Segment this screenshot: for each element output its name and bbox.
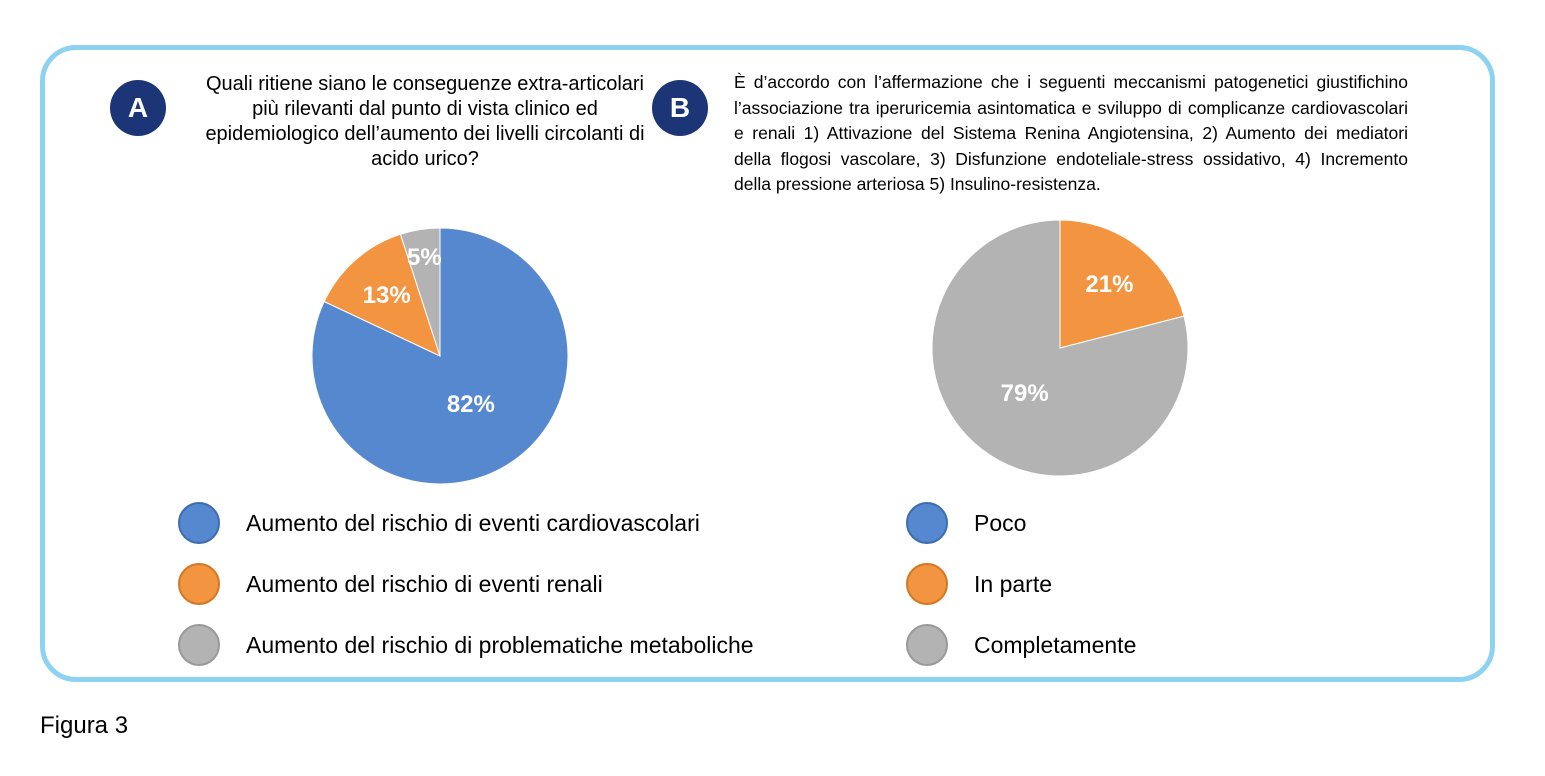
legend-item: Aumento del rischio di eventi cardiovasc… [178, 500, 700, 546]
legend-item: Aumento del rischio di eventi renali [178, 561, 603, 607]
legend-swatch [178, 563, 220, 605]
pie-b-slice-2 [1059, 219, 1185, 349]
figure-frame [40, 45, 1495, 682]
legend-b: Poco In parte Completamente [906, 500, 1226, 670]
legend-item: Completamente [906, 622, 1136, 668]
legend-label: In parte [974, 570, 1052, 597]
legend-swatch [178, 624, 220, 666]
pie-b-data-label-2: 21% [1085, 271, 1133, 298]
panel-b-badge: B [652, 80, 708, 136]
pie-a-data-label-2: 13% [363, 282, 411, 309]
legend-swatch [906, 563, 948, 605]
pie-chart-b: 21% 79% [931, 219, 1189, 477]
panel-b-question: È d’accordo con l’affermazione che i seg… [734, 72, 1408, 194]
legend-label: Aumento del rischio di eventi renali [246, 570, 603, 597]
legend-swatch [906, 502, 948, 544]
legend-label: Completamente [974, 631, 1137, 658]
pie-a-slice-2 [323, 233, 441, 357]
legend-label: Poco [974, 509, 1027, 536]
pie-b-slice-3 [931, 219, 1189, 477]
legend-swatch [906, 624, 948, 666]
panel-a-badge: A [110, 80, 166, 136]
pie-a-slice-1 [311, 227, 569, 485]
legend-swatch [178, 502, 220, 544]
pie-b-data-label-3: 79% [1001, 380, 1049, 407]
legend-label: Aumento del rischio di problematiche met… [246, 631, 754, 658]
panel-a-question: Quali ritiene siano le conseguenze extra… [205, 73, 645, 170]
pie-a-data-label-3: 5% [407, 244, 442, 271]
legend-a: Aumento del rischio di eventi cardiovasc… [178, 500, 838, 670]
pie-chart-a: 82% 13% 5% [311, 227, 569, 485]
legend-item: Poco [906, 500, 1026, 546]
pie-a-data-label-1: 82% [447, 391, 495, 418]
figure-caption: Figura 3 [40, 712, 129, 739]
legend-item: In parte [906, 561, 1052, 607]
legend-label: Aumento del rischio di eventi cardiovasc… [246, 509, 700, 536]
pie-a-slice-3 [399, 227, 441, 357]
legend-item: Aumento del rischio di problematiche met… [178, 622, 754, 668]
